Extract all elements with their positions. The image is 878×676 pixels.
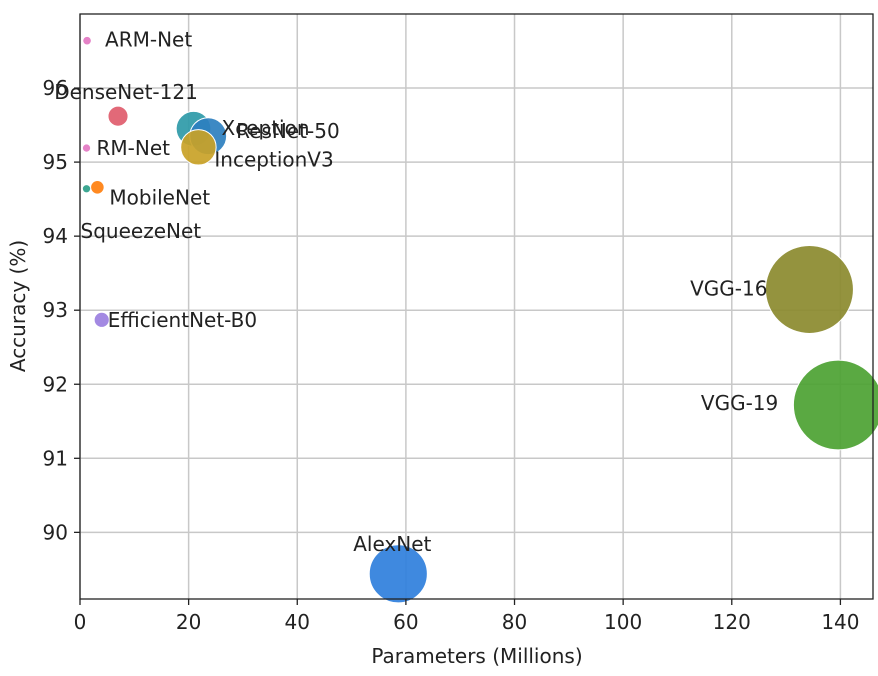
x-tick-label: 80 [502,610,527,634]
y-tick-label: 92 [43,372,68,396]
x-tick-label: 0 [74,610,87,634]
point-label: VGG-19 [701,391,778,415]
point-label: AlexNet [353,532,431,556]
y-tick-label: 94 [43,224,68,248]
x-tick-label: 20 [176,610,201,634]
data-point [81,184,92,194]
axis-ticks: 0 20 40 60 80 100 120 140 90 91 92 93 94 95 96 [43,76,860,634]
data-point [107,105,129,127]
y-tick-label: 90 [43,520,68,544]
x-axis-label: Parameters (Millions) [371,644,582,668]
point-label: RM-Net [97,136,171,160]
point-label: ResNet-50 [236,119,340,143]
point-label: EfficientNet-B0 [108,308,257,332]
data-point [764,244,854,334]
data-point [792,359,878,451]
y-tick-label: 95 [43,150,68,174]
point-label: Xception [222,116,310,140]
grid [79,14,873,599]
point-label: ARM-Net [105,28,192,52]
data-point [90,179,105,195]
x-tick-label: 40 [285,610,310,634]
data-point [81,143,92,153]
data-point [82,35,92,46]
point-label: MobileNet [109,185,210,209]
point-label: DenseNet-121 [54,80,198,104]
x-tick-label: 140 [821,610,859,634]
data-point [180,129,217,166]
point-label: InceptionV3 [214,147,333,171]
data-point [368,544,428,604]
x-tick-label: 60 [393,610,418,634]
y-tick-label: 91 [43,446,68,470]
x-tick-label: 100 [604,610,642,634]
y-axis-label: Accuracy (%) [6,240,30,372]
x-tick-label: 120 [713,610,751,634]
data-point [93,311,110,328]
plot-frame [79,13,874,600]
y-tick-label: 96 [43,76,68,100]
point-label: SqueezeNet [81,219,202,243]
data-points [81,35,878,604]
point-label: VGG-16 [690,276,767,300]
y-tick-label: 93 [43,298,68,322]
